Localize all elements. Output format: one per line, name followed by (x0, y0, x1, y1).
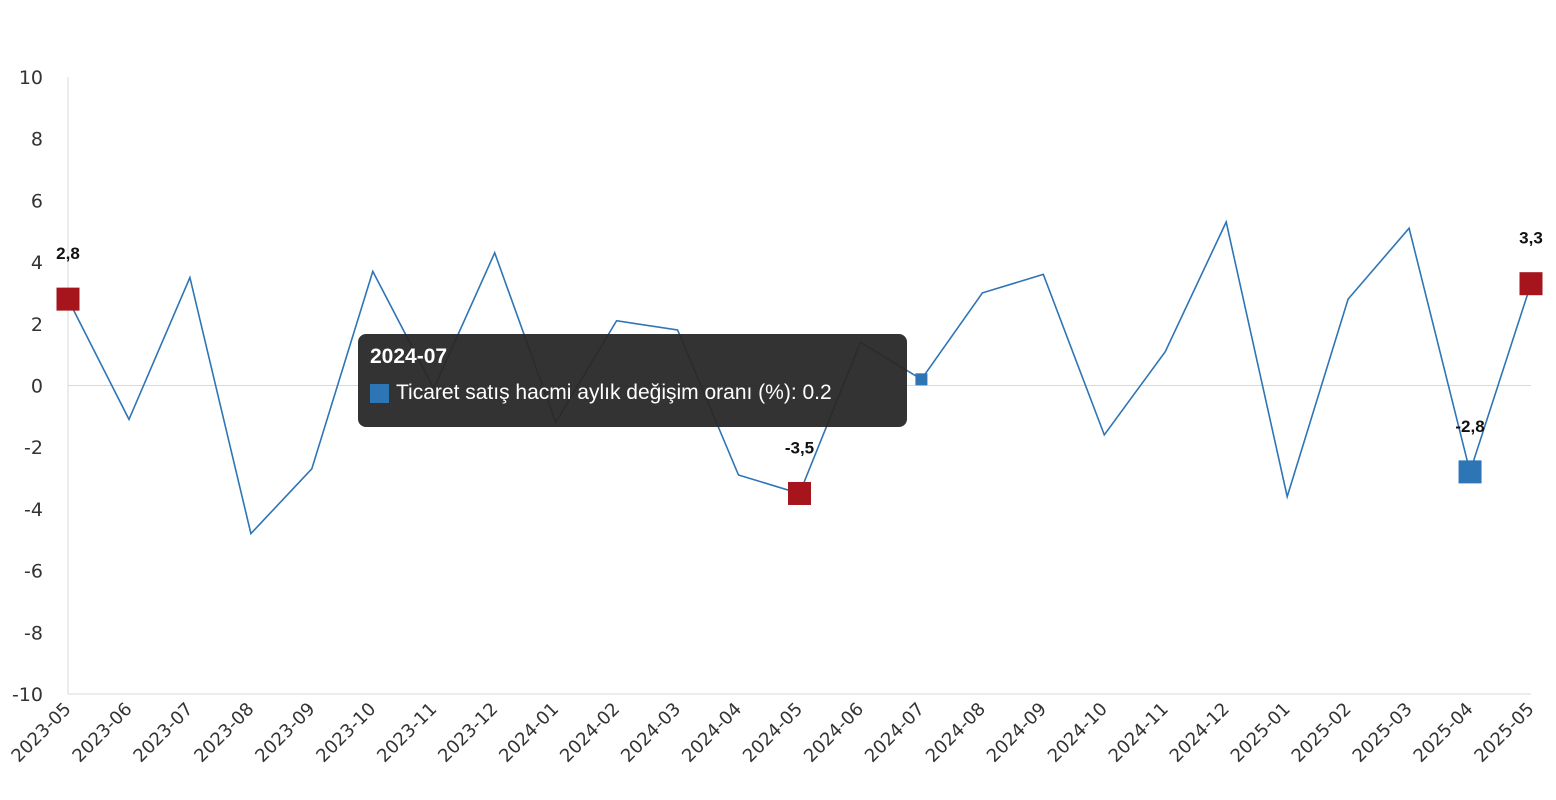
y-axis-ticks: 10 8 6 4 2 0 -2 -4 -6 -8 -10 (12, 67, 43, 706)
x-tick-label: 2023-07 (129, 699, 197, 767)
x-tick-label: 2024-11 (1105, 699, 1173, 767)
x-tick-label: 2024-04 (678, 699, 746, 767)
highlight-markers (56, 272, 1543, 505)
x-tick-label: 2024-09 (983, 699, 1051, 767)
tooltip-row: Ticaret satış hacmi aylık değişim oranı … (370, 381, 895, 405)
x-tick-label: 2024-01 (495, 699, 563, 767)
y-tick-label: -4 (24, 499, 43, 521)
highlight-marker (788, 481, 811, 505)
x-tick-label: 2023-12 (434, 699, 502, 767)
highlight-marker (1458, 460, 1482, 484)
x-tick-label: 2023-08 (190, 699, 258, 767)
x-tick-label: 2024-08 (922, 699, 990, 767)
data-label: -2,8 (1455, 417, 1484, 436)
y-tick-label: 4 (31, 252, 43, 274)
y-tick-label: -6 (24, 561, 43, 583)
highlight-marker (1519, 272, 1543, 296)
hover-marker (915, 373, 928, 386)
x-tick-label: 2025-04 (1410, 699, 1478, 767)
x-tick-label: 2025-01 (1227, 699, 1295, 767)
y-tick-label: -2 (24, 437, 43, 459)
tooltip-title: 2024-07 (370, 345, 448, 368)
x-tick-label: 2024-10 (1044, 699, 1112, 767)
x-tick-label: 2025-05 (1470, 699, 1538, 767)
tooltip-text: Ticaret satış hacmi aylık değişim oranı … (396, 381, 832, 404)
data-label: 2,8 (56, 244, 80, 263)
x-tick-label: 2024-12 (1166, 699, 1234, 767)
x-tick-label: 2024-02 (556, 699, 624, 767)
data-label: -3,5 (785, 438, 814, 457)
tooltip-series-swatch (370, 383, 389, 403)
x-tick-label: 2025-02 (1288, 699, 1356, 767)
x-tick-label: 2024-07 (861, 699, 929, 767)
highlight-marker (56, 287, 80, 311)
y-tick-label: -8 (24, 622, 43, 644)
x-tick-label: 2023-05 (7, 699, 75, 767)
y-tick-label: 8 (31, 129, 43, 151)
x-tick-label: 2023-10 (312, 699, 380, 767)
y-tick-label: 0 (31, 376, 43, 398)
x-tick-label: 2024-03 (617, 699, 685, 767)
chart-tooltip: 2024-07 Ticaret satış hacmi aylık değişi… (358, 334, 907, 427)
y-tick-label: -10 (12, 684, 43, 706)
y-tick-label: 6 (31, 190, 43, 212)
x-tick-label: 2025-03 (1349, 699, 1417, 767)
x-tick-label: 2023-06 (68, 699, 136, 767)
x-tick-label: 2024-05 (739, 699, 807, 767)
x-tick-label: 2023-11 (373, 699, 441, 767)
y-tick-label: 10 (19, 67, 43, 89)
data-labels: 2,8 -3,5 -2,8 3,3 (56, 229, 1543, 458)
x-tick-label: 2024-06 (800, 699, 868, 767)
y-tick-label: 2 (31, 314, 43, 336)
x-axis-ticks: 2023-052023-062023-072023-082023-092023-… (7, 699, 1538, 767)
data-label: 3,3 (1519, 229, 1543, 248)
x-tick-label: 2023-09 (251, 699, 319, 767)
